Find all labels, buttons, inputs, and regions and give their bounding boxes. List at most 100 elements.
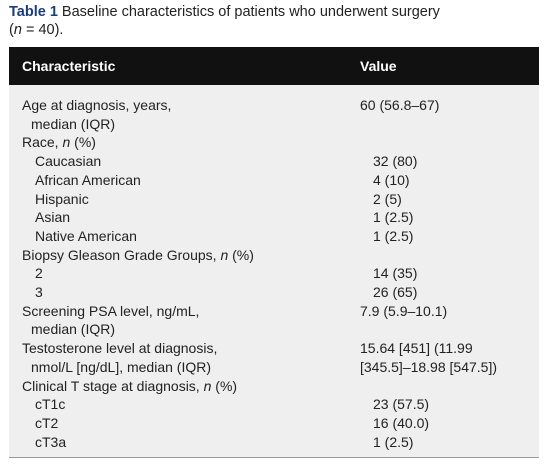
cell-text: 26 (65) <box>373 284 418 301</box>
value-cell: 4 (10) <box>373 171 539 190</box>
table-row: Caucasian 32 (80) <box>9 152 539 171</box>
characteristic-cell: Clinical T stage at diagnosis, n (%) <box>9 377 360 396</box>
cell-text: nmol/L [ng/dL], median (IQR) <box>31 358 212 375</box>
characteristic-cell: cT2 <box>9 414 373 433</box>
table-row: cT3a 1 (2.5) <box>9 433 539 452</box>
table-header: Characteristic Value <box>9 47 539 85</box>
cell-line: Hispanic <box>35 190 373 209</box>
table-row: Native American 1 (2.5) <box>9 227 539 246</box>
table-row: Race, n (%) <box>9 133 539 152</box>
cell-line: nmol/L [ng/dL], median (IQR) <box>22 358 360 377</box>
cell-line: median (IQR) <box>22 115 360 134</box>
value-cell: 32 (80) <box>373 152 539 171</box>
cell-text: cT1c <box>35 396 66 413</box>
caption-text: Baseline characteristics of patients who… <box>61 4 440 20</box>
table-row: 2 14 (35) <box>9 264 539 283</box>
table-row: Testosterone level at diagnosis, nmol/L [… <box>9 339 539 376</box>
cell-text: cT2 <box>35 414 59 431</box>
value-cell: 7.9 (5.9–10.1) <box>360 302 539 339</box>
cell-line: median (IQR) <box>22 320 360 339</box>
cell-text: n <box>220 246 229 263</box>
table: Characteristic Value Age at diagnosis, y… <box>9 47 539 458</box>
value-cell: 1 (2.5) <box>373 433 539 452</box>
characteristic-cell: cT3a <box>9 433 373 452</box>
cell-text: n <box>62 134 71 151</box>
cell-text: 23 (57.5) <box>373 396 430 413</box>
cell-text: (%) <box>228 246 254 263</box>
characteristic-cell: 2 <box>9 264 373 283</box>
cell-line: Testosterone level at diagnosis, <box>22 339 360 358</box>
cell-text: Hispanic <box>35 190 89 207</box>
cell-text: median (IQR) <box>31 115 116 132</box>
cell-text: Clinical T stage at diagnosis, <box>22 377 204 394</box>
cell-text: median (IQR) <box>31 321 116 338</box>
characteristic-cell: Testosterone level at diagnosis, nmol/L [… <box>9 339 360 376</box>
cell-line: Clinical T stage at diagnosis, n (%) <box>22 377 360 396</box>
cell-text: (%) <box>211 377 238 394</box>
characteristic-cell: Hispanic <box>9 190 373 209</box>
characteristic-cell: Screening PSA level, ng/mL, median (IQR) <box>9 302 360 339</box>
cell-line: African American <box>35 171 373 190</box>
value-cell: 1 (2.5) <box>373 208 539 227</box>
cell-text: African American <box>35 171 141 188</box>
cell-line: cT1c <box>35 395 373 414</box>
cell-line: cT2 <box>35 414 373 433</box>
cell-line: Caucasian <box>35 152 373 171</box>
cell-text: Testosterone level at diagnosis, <box>22 340 218 357</box>
table-row: Screening PSA level, ng/mL, median (IQR) 7… <box>9 302 539 339</box>
caption-label: Table 1 <box>9 4 58 20</box>
cell-text: 14 (35) <box>373 265 418 282</box>
cell-text: Native American <box>35 227 137 244</box>
value-cell <box>360 133 539 152</box>
cell-line: 2 <box>35 264 373 283</box>
cell-text: 7.9 (5.9–10.1) <box>360 302 448 319</box>
characteristic-cell: 3 <box>9 283 373 302</box>
cell-line: 3 <box>35 283 373 302</box>
value-cell: 14 (35) <box>373 264 539 283</box>
cell-line: Biopsy Gleason Grade Groups, n (%) <box>22 246 360 265</box>
table-row: cT1c 23 (57.5) <box>9 395 539 414</box>
caption-text: ( <box>9 22 14 38</box>
caption: Table 1 Baseline characteristics of pati… <box>9 3 539 39</box>
cell-text: Screening PSA level, ng/mL, <box>22 302 200 319</box>
cell-line: Native American <box>35 227 373 246</box>
table-row: Clinical T stage at diagnosis, n (%) <box>9 377 539 396</box>
table-row: cT2 16 (40.0) <box>9 414 539 433</box>
characteristic-cell: Biopsy Gleason Grade Groups, n (%) <box>9 246 360 265</box>
characteristic-cell: Caucasian <box>9 152 373 171</box>
table-row: Age at diagnosis, years, median (IQR) 60 (… <box>9 96 539 133</box>
table-row: Biopsy Gleason Grade Groups, n (%) <box>9 246 539 265</box>
table-row: 3 26 (65) <box>9 283 539 302</box>
cell-line: Asian <box>35 208 373 227</box>
value-cell: 16 (40.0) <box>373 414 539 433</box>
table-row: African American 4 (10) <box>9 171 539 190</box>
value-cell: 15.64 [451] (11.99 [345.5]–18.98 [547.5]) <box>360 339 539 376</box>
characteristic-cell: Race, n (%) <box>9 133 360 152</box>
cell-text: 1 (2.5) <box>373 227 414 244</box>
characteristic-cell: Native American <box>9 227 373 246</box>
value-cell: 60 (56.8–67) <box>360 96 539 133</box>
value-cell: 1 (2.5) <box>373 227 539 246</box>
value-cell: 23 (57.5) <box>373 395 539 414</box>
value-cell <box>360 377 539 396</box>
cell-text: 3 <box>35 284 43 301</box>
cell-text: Asian <box>35 209 71 226</box>
value-cell <box>360 246 539 265</box>
cell-text: 2 (5) <box>373 190 402 207</box>
header-cell: Characteristic <box>22 58 116 74</box>
cell-line: Race, n (%) <box>22 133 360 152</box>
cell-text: 1 (2.5) <box>373 209 414 226</box>
cell-text: 15.64 [451] (11.99 <box>360 340 473 357</box>
cell-text: cT3a <box>35 433 67 450</box>
cell-text: Caucasian <box>35 153 102 170</box>
cell-text: 4 (10) <box>373 171 410 188</box>
cell-line: Age at diagnosis, years, <box>22 96 360 115</box>
cell-text: [345.5]–18.98 [547.5]) <box>360 358 497 375</box>
cell-text: 32 (80) <box>373 153 418 170</box>
cell-text: 1 (2.5) <box>373 433 414 450</box>
header-cell: Value <box>360 58 397 74</box>
value-cell: 2 (5) <box>373 190 539 209</box>
caption-text: n <box>13 22 22 38</box>
characteristic-cell: Asian <box>9 208 373 227</box>
